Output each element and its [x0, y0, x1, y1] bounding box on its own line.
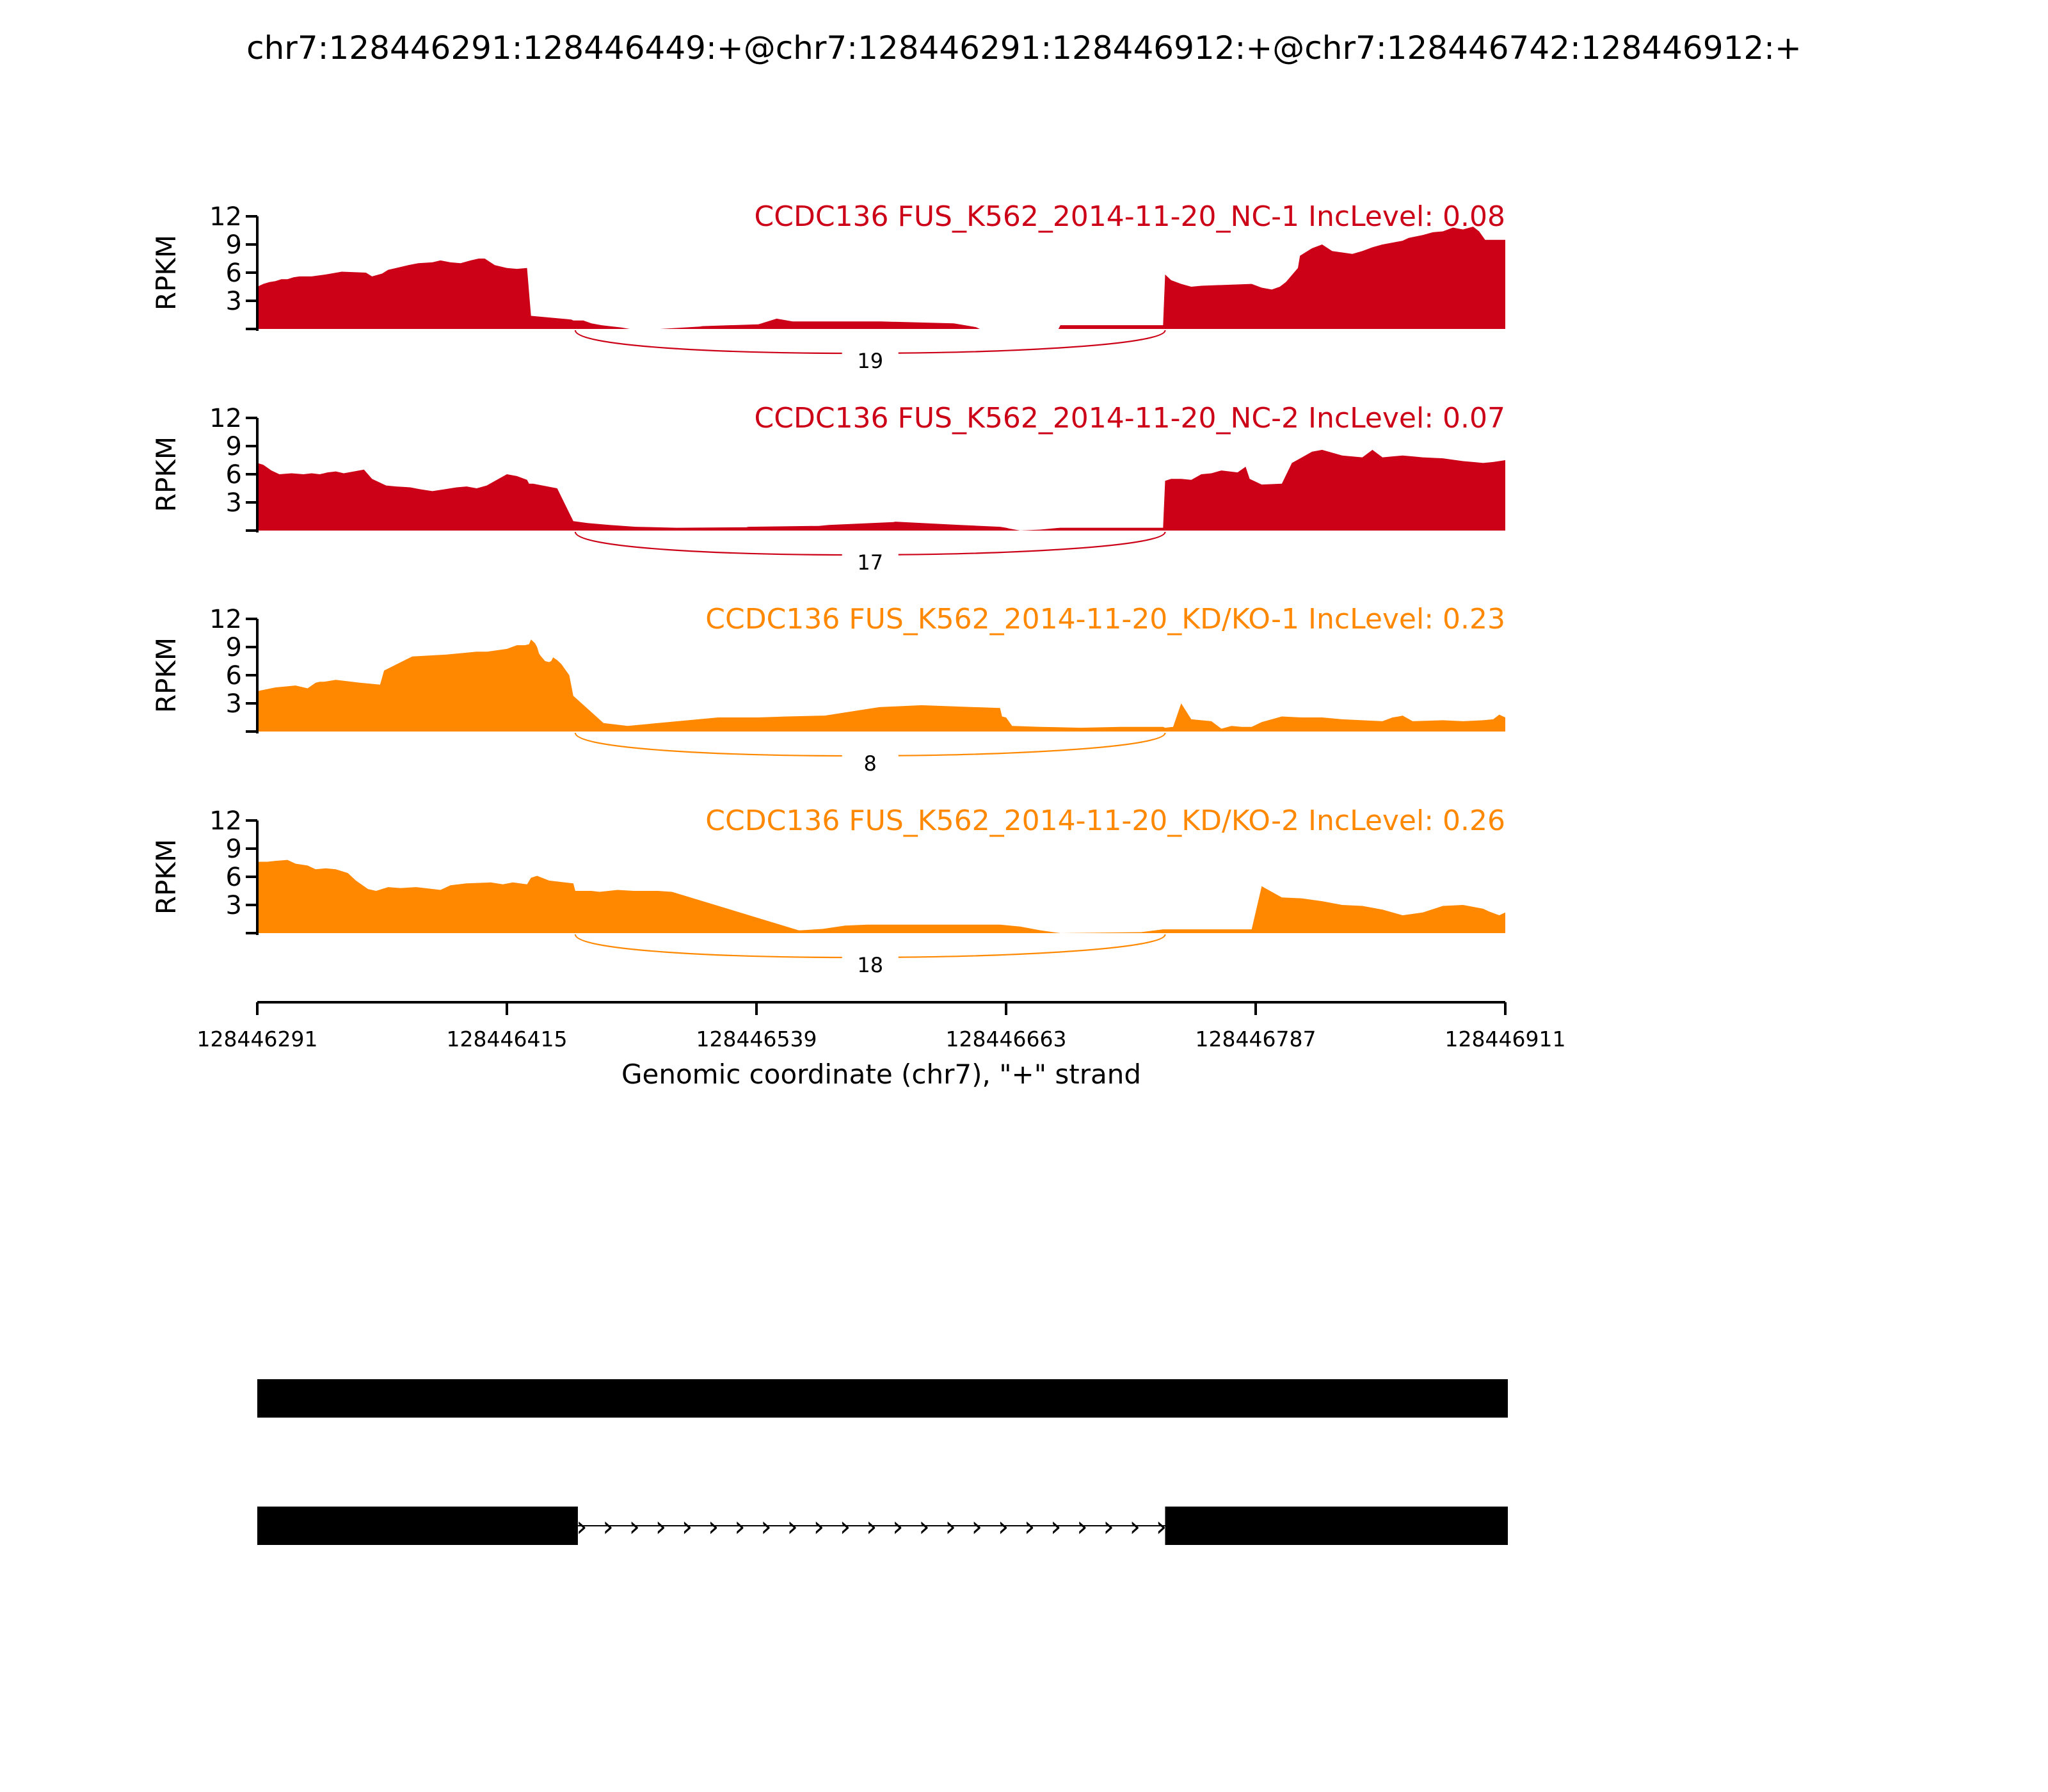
x-axis-label: Genomic coordinate (chr7), "+" strand: [621, 1059, 1141, 1090]
strand-arrow: ›: [998, 1510, 1009, 1543]
strand-arrow: ›: [840, 1510, 851, 1543]
junction-count-background: [842, 950, 899, 979]
x-tick-label: 128446787: [1196, 1027, 1316, 1052]
gene-models: › › › › › › › › › › › › › › › › › › › › › › ›: [257, 1379, 1508, 1545]
exon-block: [257, 1379, 1508, 1418]
x-tick-label: 128446539: [696, 1027, 817, 1052]
strand-arrow: ›: [866, 1510, 877, 1543]
sample-label: CCDC136 FUS_K562_2014-11-20_NC-2 IncLeve…: [755, 402, 1505, 435]
strand-arrow: ›: [787, 1510, 798, 1543]
y-tick-label: 12: [209, 806, 242, 836]
junction-count: 18: [857, 953, 883, 977]
y-tick-label: 3: [226, 891, 242, 920]
junction-count-background: [842, 547, 899, 577]
strand-arrow: ›: [1076, 1510, 1088, 1543]
sample-label: CCDC136 FUS_K562_2014-11-20_KD/KO-1 IncL…: [705, 603, 1505, 636]
y-tick-label: 9: [226, 633, 242, 662]
isoform-model: [257, 1379, 1508, 1418]
y-axis-label: RPKM: [150, 436, 182, 512]
coverage-area: [257, 227, 1505, 329]
y-tick-label: 3: [226, 287, 242, 316]
strand-arrow: ›: [1050, 1510, 1062, 1543]
y-tick-label: 3: [226, 689, 242, 719]
y-tick-label: 6: [226, 863, 242, 892]
strand-arrow: ›: [1130, 1510, 1141, 1543]
sample-label: CCDC136 FUS_K562_2014-11-20_KD/KO-2 IncL…: [705, 804, 1505, 837]
junction-count: 8: [864, 751, 877, 776]
junction-count: 17: [857, 550, 883, 575]
y-tick-label: 3: [226, 488, 242, 518]
genomic-x-axis: Genomic coordinate (chr7), "+" strand 12…: [197, 1001, 1566, 1090]
y-tick-label: 9: [226, 835, 242, 864]
y-axis-label: RPKM: [150, 839, 182, 915]
strand-arrow: ›: [576, 1510, 588, 1543]
strand-arrow: ›: [972, 1510, 983, 1543]
strand-arrow: ›: [682, 1510, 693, 1543]
coverage-area: [257, 639, 1505, 732]
strand-arrow: ›: [892, 1510, 904, 1543]
y-tick-label: 9: [226, 230, 242, 260]
strand-arrow: ›: [918, 1510, 930, 1543]
strand-arrow: ›: [628, 1510, 640, 1543]
y-tick-label: 12: [209, 404, 242, 433]
strand-arrow: ›: [602, 1510, 614, 1543]
strand-arrow: ›: [813, 1510, 825, 1543]
strand-arrow: ›: [734, 1510, 746, 1543]
junction-count: 19: [857, 349, 883, 373]
strand-arrow: ›: [945, 1510, 956, 1543]
strand-arrow: ›: [708, 1510, 719, 1543]
junction-count-background: [842, 346, 899, 375]
strand-arrow: ›: [760, 1510, 772, 1543]
strand-arrow: ›: [655, 1510, 667, 1543]
strand-arrow: ›: [1156, 1510, 1167, 1543]
strand-arrow: ›: [1024, 1510, 1036, 1543]
x-tick-label: 128446415: [447, 1027, 568, 1052]
isoform-model: › › › › › › › › › › › › › › › › › › › › › › ›: [257, 1507, 1508, 1545]
junction-count-background: [842, 748, 899, 778]
figure-title: chr7:128446291:128446449:+@chr7:12844629…: [246, 29, 1802, 67]
sample-label: CCDC136 FUS_K562_2014-11-20_NC-1 IncLeve…: [755, 200, 1505, 233]
exon-block: [257, 1507, 578, 1545]
y-tick-label: 12: [209, 202, 242, 232]
y-tick-label: 9: [226, 432, 242, 461]
y-tick-label: 12: [209, 605, 242, 634]
coverage-area: [257, 860, 1505, 933]
exon-block: [1165, 1507, 1508, 1545]
strand-arrow: ›: [1103, 1510, 1114, 1543]
coverage-area: [257, 449, 1505, 531]
y-tick-label: 6: [226, 259, 242, 288]
x-tick-label: 128446911: [1445, 1027, 1566, 1052]
x-tick-label: 128446663: [946, 1027, 1067, 1052]
x-tick-label: 128446291: [197, 1027, 318, 1052]
y-axis-label: RPKM: [150, 637, 182, 713]
y-tick-label: 6: [226, 460, 242, 490]
y-axis-label: RPKM: [150, 235, 182, 310]
y-tick-label: 6: [226, 661, 242, 691]
